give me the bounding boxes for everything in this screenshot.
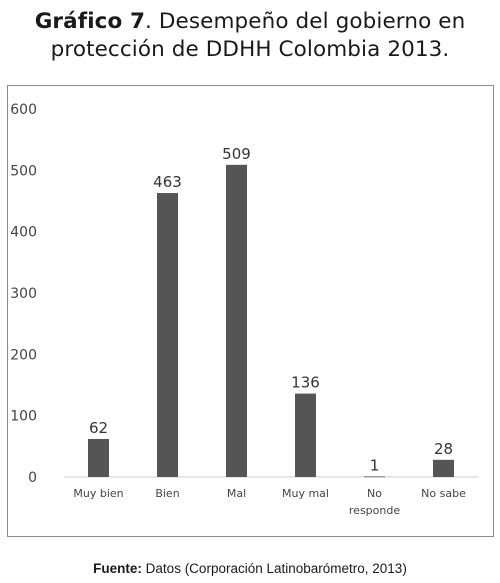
y-tick-label: 200 (10, 347, 37, 363)
x-tick-label: Muy mal (282, 487, 329, 500)
x-tick-label: Mal (227, 487, 246, 500)
x-tick-label: No (367, 487, 382, 500)
y-tick-label: 500 (10, 163, 37, 179)
title-line-1: Gráfico 7. Desempeño del gobierno en (0, 8, 500, 36)
bar-value-label: 136 (291, 374, 320, 392)
source-text: Datos (Corporación Latinobarómetro, 2013… (141, 561, 407, 576)
title-text: . Desempeño del gobierno en (145, 9, 466, 34)
y-tick-label: 100 (10, 409, 37, 425)
x-tick-label: Bien (155, 487, 179, 500)
source-label: Fuente: (93, 561, 142, 576)
bar (364, 476, 385, 478)
y-tick-label: 300 (10, 286, 37, 302)
chart-frame: 0 100 200 300 400 500 600 62 Muy bien 463 Bien 509 M… (7, 85, 494, 537)
bar-value-label: 28 (434, 440, 453, 458)
bar (295, 393, 316, 477)
bar-value-label: 509 (222, 145, 251, 163)
bar (226, 164, 247, 477)
y-tick-label: 600 (10, 102, 37, 118)
x-tick-label: No sabe (421, 487, 466, 500)
bar (157, 193, 178, 477)
x-tick-label: responde (349, 504, 400, 517)
y-tick-label: 400 (10, 225, 37, 241)
bar (88, 438, 109, 477)
figure-number: Gráfico 7 (34, 9, 146, 34)
bar-chart: 0 100 200 300 400 500 600 62 Muy bien 463 Bien 509 M… (10, 102, 478, 517)
y-tick-label: 0 (28, 470, 37, 486)
x-tick-label: Muy bien (73, 487, 123, 500)
chart-title: Gráfico 7. Desempeño del gobierno en pro… (0, 8, 500, 64)
bar-value-label: 62 (89, 419, 108, 437)
bar-value-label: 463 (153, 173, 182, 191)
bar (433, 459, 454, 477)
bar-value-label: 1 (370, 456, 380, 474)
source-note: Fuente: Datos (Corporación Latinobarómet… (0, 561, 500, 576)
title-line-2: protección de DDHH Colombia 2013. (50, 37, 450, 62)
